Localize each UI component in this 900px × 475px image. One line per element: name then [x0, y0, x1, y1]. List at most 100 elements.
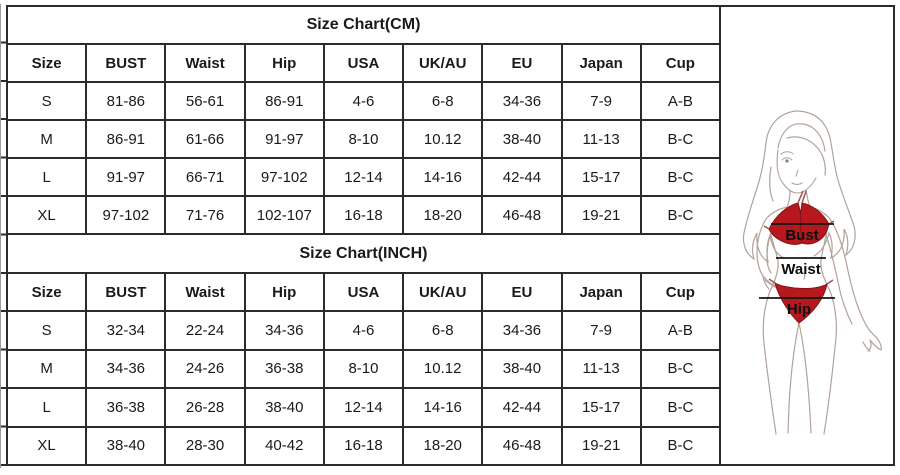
value-cell: 24-26 [166, 350, 246, 388]
value-cell: 38-40 [483, 121, 563, 158]
value-cell: 66-71 [166, 159, 246, 196]
header-row: Size BUST Waist Hip USA UK/AU EU Japan Cup [8, 273, 719, 313]
column-header: Cup [665, 54, 695, 72]
table-row: S 81-86 56-61 86-91 4-6 6-8 34-36 7-9 A-B [8, 83, 719, 122]
value-cell: 42-44 [483, 389, 563, 426]
value-cell: 12-14 [325, 389, 405, 426]
table-row: L 36-38 26-28 38-40 12-14 14-16 42-44 15-17 B-C [8, 389, 719, 428]
value-cell: 34-36 [87, 350, 167, 388]
value-cell: 71-76 [166, 197, 246, 234]
size-cell: XL [8, 427, 88, 465]
value-cell: B-C [667, 360, 694, 378]
column-header: Japan [563, 273, 642, 311]
column-header: Hip [246, 273, 325, 311]
value-cell: B-C [667, 206, 694, 224]
value-cell: 16-18 [325, 427, 405, 465]
header-row: Size BUST Waist Hip USA UK/AU EU Japan Cup [8, 45, 719, 84]
value-cell: 6-8 [404, 83, 484, 120]
value-cell: 4-6 [325, 312, 405, 349]
value-cell: 10.12 [404, 350, 484, 388]
value-cell: 97-102 [246, 159, 325, 196]
size-cell: S [8, 83, 88, 120]
value-cell: 46-48 [483, 427, 563, 465]
value-cell: B-C [667, 398, 694, 416]
column-header: Size [8, 45, 88, 82]
value-cell: B-C [667, 168, 694, 186]
size-cell: L [8, 389, 88, 426]
bust-label: Bust [785, 227, 818, 244]
value-cell: 8-10 [325, 350, 405, 388]
value-cell: 7-9 [563, 312, 642, 349]
size-cell: M [8, 121, 88, 158]
table-row: L 91-97 66-71 97-102 12-14 14-16 42-44 15-17 B-C [8, 159, 719, 198]
value-cell: A-B [667, 322, 693, 340]
value-cell: 91-97 [87, 159, 167, 196]
hair-lines [742, 110, 856, 264]
eye-icon [785, 159, 789, 163]
value-cell: 36-38 [246, 350, 325, 388]
value-cell: 28-30 [166, 427, 246, 465]
section-title: Size Chart(CM) [306, 16, 421, 34]
column-header: BUST [87, 273, 167, 311]
body-lines [756, 189, 882, 435]
value-cell: 14-16 [404, 159, 484, 196]
value-cell: 10.12 [404, 121, 484, 158]
column-header: EU [483, 273, 563, 311]
section-title-row: Size Chart(INCH) [8, 236, 719, 274]
table-row: M 86-91 61-66 91-97 8-10 10.12 38-40 11-13 B-C [8, 121, 719, 160]
value-cell: 38-40 [246, 389, 325, 426]
column-header: USA [325, 45, 405, 82]
value-cell: 34-36 [483, 83, 563, 120]
value-cell: 42-44 [483, 159, 563, 196]
value-cell: 38-40 [87, 427, 167, 465]
size-chart-section: Size Chart(CM) Size BUST Waist Hip USA UK/AU EU… [8, 7, 719, 236]
column-header: UK/AU [404, 273, 484, 311]
size-tables: Size Chart(CM) Size BUST Waist Hip USA UK/AU EU… [6, 5, 721, 466]
left-edge-row-stubs [1, 5, 7, 466]
value-cell: 32-34 [87, 312, 167, 349]
left-edge-line [0, 4, 1, 468]
value-cell: 97-102 [87, 197, 167, 234]
column-header: USA [325, 273, 405, 311]
value-cell: 18-20 [404, 197, 484, 234]
face-lines [776, 149, 817, 194]
size-cell: L [8, 159, 88, 196]
table-row: M 34-36 24-26 36-38 8-10 10.12 38-40 11-13 B-C [8, 350, 719, 390]
size-cell: M [8, 350, 88, 388]
value-cell: 26-28 [166, 389, 246, 426]
measurement-figure-illustration: Bust Waist Hip [742, 110, 882, 435]
value-cell: 22-24 [166, 312, 246, 349]
column-header: Waist [166, 273, 246, 311]
value-cell: 61-66 [166, 121, 246, 158]
value-cell: 8-10 [325, 121, 405, 158]
value-cell: 91-97 [246, 121, 325, 158]
column-header: BUST [87, 45, 167, 82]
value-cell: 11-13 [563, 350, 642, 388]
size-cell: S [8, 312, 88, 349]
value-cell: B-C [667, 437, 694, 455]
value-cell: 34-36 [483, 312, 563, 349]
section-title: Size Chart(INCH) [299, 244, 428, 262]
value-cell: 15-17 [563, 389, 642, 426]
column-header: EU [483, 45, 563, 82]
value-cell: 81-86 [87, 83, 167, 120]
value-cell: 19-21 [563, 427, 642, 465]
value-cell: 46-48 [483, 197, 563, 234]
value-cell: A-B [667, 92, 693, 110]
value-cell: 14-16 [404, 389, 484, 426]
value-cell: 12-14 [325, 159, 405, 196]
value-cell: 86-91 [246, 83, 325, 120]
value-cell: 4-6 [325, 83, 405, 120]
value-cell: 19-21 [563, 197, 642, 234]
value-cell: 56-61 [166, 83, 246, 120]
value-cell: 6-8 [404, 312, 484, 349]
column-header: Japan [563, 45, 642, 82]
value-cell: 38-40 [483, 350, 563, 388]
measurement-figure-panel: Bust Waist Hip [721, 5, 895, 466]
size-chart-section: Size Chart(INCH) Size BUST Waist Hip USA UK/AU… [8, 236, 719, 465]
bikini-bottom [768, 278, 834, 324]
column-header: Size [8, 273, 88, 311]
value-cell: 40-42 [246, 427, 325, 465]
table-row: XL 38-40 28-30 40-42 16-18 18-20 46-48 19-21 B-C [8, 427, 719, 465]
